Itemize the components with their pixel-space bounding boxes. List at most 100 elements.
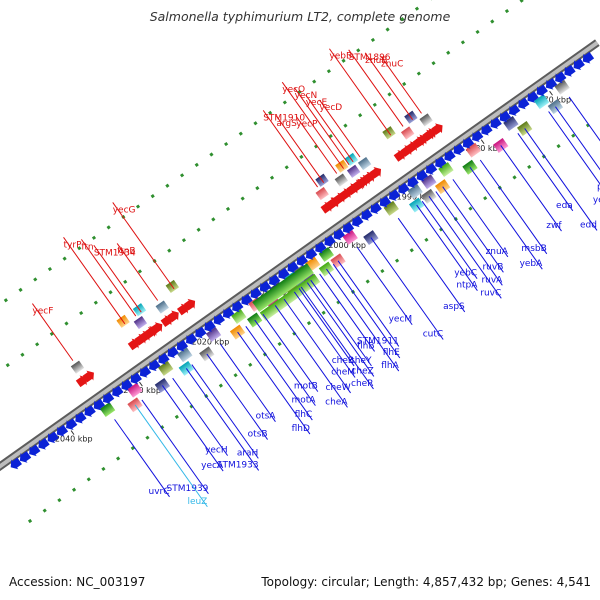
gene-leader-line: [524, 128, 598, 231]
scale-tick-mark: [70, 430, 75, 435]
gene-leader-line: [206, 353, 268, 440]
scale-tick-mark: [549, 90, 553, 96]
forward-feature-block: [177, 347, 193, 363]
gene-leader-line: [370, 237, 444, 340]
reverse-gene-arrow: [393, 150, 405, 162]
forward-gene-label-ruvb: ruvB: [482, 262, 503, 272]
forward-gene-arrow: [102, 392, 115, 404]
gene-leader-line: [348, 49, 404, 127]
forward-gene-arrow: [130, 372, 142, 385]
gene-leader-line: [397, 217, 466, 313]
reverse-gene-label-ftnb: ftnB: [117, 246, 135, 256]
flagellar-operon-block: [252, 263, 314, 312]
forward-gene-arrow: [462, 136, 475, 149]
forward-gene-arrow: [509, 104, 521, 116]
gene-leader-line: [275, 115, 325, 183]
forward-gene-label-chew: cheW: [326, 383, 351, 393]
forward-gene-arrow: [250, 287, 262, 300]
gene-leader-line: [262, 313, 319, 392]
forward-gene-label-znua: znuA: [486, 247, 509, 257]
forward-gene-arrow: [518, 97, 530, 110]
gene-leader-line: [428, 196, 502, 299]
gene-leader-line: [283, 298, 352, 394]
inner-track-guide: [0, 0, 526, 373]
forward-gene-arrow: [66, 418, 78, 431]
forward-gene-arrow: [490, 117, 502, 129]
reverse-gene-label-znub: znuB: [365, 56, 387, 66]
gene-leader-line: [141, 399, 209, 495]
forward-gene-arrow: [536, 84, 548, 97]
forward-gene-arrow: [47, 431, 59, 444]
reverse-gene-arrow: [176, 303, 189, 316]
forward-gene-arrow: [112, 385, 124, 398]
gene-leader-line: [319, 99, 361, 158]
scale-tick-mark: [139, 381, 143, 387]
forward-gene-arrow: [195, 326, 207, 339]
gene-leader-line: [161, 385, 224, 472]
forward-gene-arrow: [222, 307, 235, 319]
forward-gene-label-msbb: msbB: [521, 244, 546, 254]
forward-gene-arrow: [259, 280, 272, 293]
forward-gene-arrow: [241, 294, 253, 306]
reverse-gene-label-yecg: yecG: [113, 205, 136, 215]
forward-gene-arrow: [232, 300, 244, 313]
genome-backbone-highlight: [0, 40, 599, 469]
forward-gene-label-eda: eda: [556, 201, 573, 211]
forward-gene-arrow: [389, 189, 401, 201]
forward-feature-block: [205, 326, 222, 342]
gene-leader-line: [262, 110, 319, 188]
gene-leader-line: [319, 273, 375, 352]
forward-feature-block: [231, 309, 247, 324]
gene-leader-line: [517, 133, 574, 212]
forward-gene-arrow: [29, 444, 41, 457]
gene-leader-line: [295, 116, 338, 174]
forward-gene-arrow: [564, 64, 576, 77]
gene-leader-line: [134, 404, 208, 508]
scale-tick-label: 2000 kbp: [328, 241, 366, 250]
forward-gene-label-leuz: leuZ: [187, 497, 207, 507]
gene-leader-line: [63, 237, 126, 325]
forward-gene-label-motb: motB: [294, 382, 318, 392]
forward-feature-block: [158, 360, 174, 376]
flagellar-operon-block-2: [259, 273, 321, 321]
forward-gene-arrow: [305, 248, 318, 260]
forward-gene-label-edd: edd: [580, 220, 597, 230]
forward-gene-label-chea: cheA: [325, 397, 348, 407]
forward-gene-arrow: [499, 110, 512, 123]
forward-feature-block: [438, 162, 454, 178]
reverse-feature-block: [346, 164, 361, 178]
reverse-gene-label-yecp: yecP: [296, 119, 318, 129]
gene-leader-line: [306, 282, 375, 377]
forward-gene-label-yeca: yecA: [201, 461, 224, 471]
forward-gene-arrow: [186, 333, 198, 345]
gene-leader-line: [294, 87, 350, 166]
gene-leader-line: [93, 244, 142, 313]
scale-tick-label: 1980 kbp: [465, 144, 503, 153]
scale-tick-mark: [480, 139, 485, 145]
forward-gene-arrow: [453, 143, 465, 156]
gene-leader-line: [293, 291, 356, 378]
gene-leader-line: [326, 268, 400, 372]
reverse-feature-block: [334, 173, 349, 187]
forward-gene-arrow: [573, 58, 585, 71]
forward-gene-arrow: [333, 228, 345, 241]
forward-gene-arrow: [481, 123, 493, 136]
forward-gene-arrow: [379, 195, 392, 208]
forward-gene-arrow: [56, 424, 69, 437]
forward-gene-arrow: [444, 150, 456, 162]
reverse-gene-label-stm1896: STM1896: [349, 53, 391, 63]
genome-summary-label: Topology: circular; Length: 4,857,432 bp…: [261, 575, 591, 589]
forward-gene-arrow: [435, 156, 447, 169]
forward-gene-label-chey: cheY: [350, 356, 372, 366]
forward-gene-label-yech: yecH: [205, 446, 228, 456]
reverse-gene-label-yecn: yecN: [295, 91, 318, 101]
forward-feature-block: [421, 174, 437, 190]
forward-feature-block: [383, 200, 399, 216]
gene-leader-line: [274, 305, 348, 408]
reverse-feature-block: [315, 187, 329, 201]
forward-feature-block: [465, 142, 481, 158]
gene-leader-line: [435, 191, 503, 286]
reverse-gene-label-stm1910: STM1910: [263, 113, 305, 123]
